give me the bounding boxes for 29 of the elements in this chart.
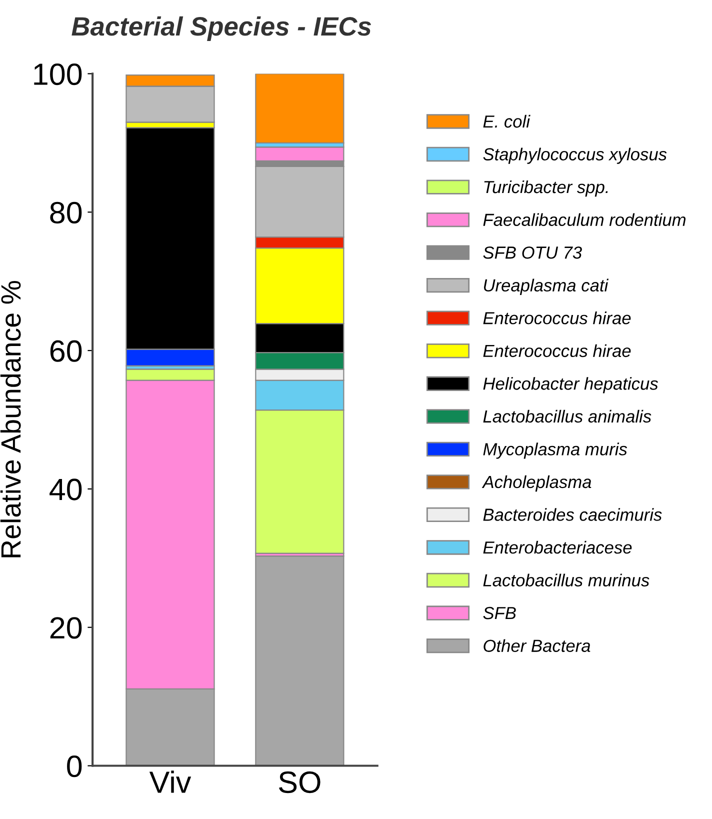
y-tick-label: 100 bbox=[34, 63, 82, 86]
legend-label: E. coli bbox=[483, 114, 530, 128]
y-tick-label: 40 bbox=[50, 478, 82, 500]
legend-label: SFB bbox=[483, 606, 516, 620]
bar bbox=[255, 556, 344, 766]
legend-label: Lactobacillus murinus bbox=[483, 574, 650, 586]
y-axis-title: Relative Abundance % bbox=[0, 280, 21, 558]
chart-title: Bacterial Species - IECs bbox=[72, 16, 371, 41]
y-tick-label: 0 bbox=[67, 756, 82, 778]
legend-label: Acholeplasma bbox=[482, 475, 592, 492]
y-tick-label: 20 bbox=[50, 617, 82, 639]
legend-label: Faecalibaculum rodentium bbox=[483, 213, 686, 226]
legend-label: Ureaplasma cati bbox=[484, 278, 609, 295]
legend-label: Enterococcus hirae bbox=[483, 344, 631, 358]
y-tick-label: 60 bbox=[50, 340, 82, 362]
legend-label: Mycoplasma muris bbox=[483, 442, 628, 459]
bar bbox=[255, 74, 344, 144]
legend-label: Lactobacillus animalis bbox=[483, 410, 652, 423]
x-tick-label: Viv bbox=[149, 770, 192, 793]
legend-label: SFB OTU 73 bbox=[483, 246, 582, 259]
legend-label: Enterococcus hirae bbox=[483, 312, 631, 324]
legend-label: Other Bactera bbox=[484, 639, 590, 652]
y-tick-label: 80 bbox=[50, 202, 82, 224]
legend-label: Helicobacter hepaticus bbox=[483, 377, 658, 394]
legend-label: Turicibacter spp. bbox=[484, 180, 608, 197]
legend-label: Staphylococcus xylosus bbox=[483, 148, 667, 164]
legend-label: Enterobacteriacese bbox=[483, 540, 632, 554]
legend-label: Bacteroides caecimuris bbox=[483, 508, 662, 521]
x-tick-label: SO bbox=[279, 771, 320, 794]
